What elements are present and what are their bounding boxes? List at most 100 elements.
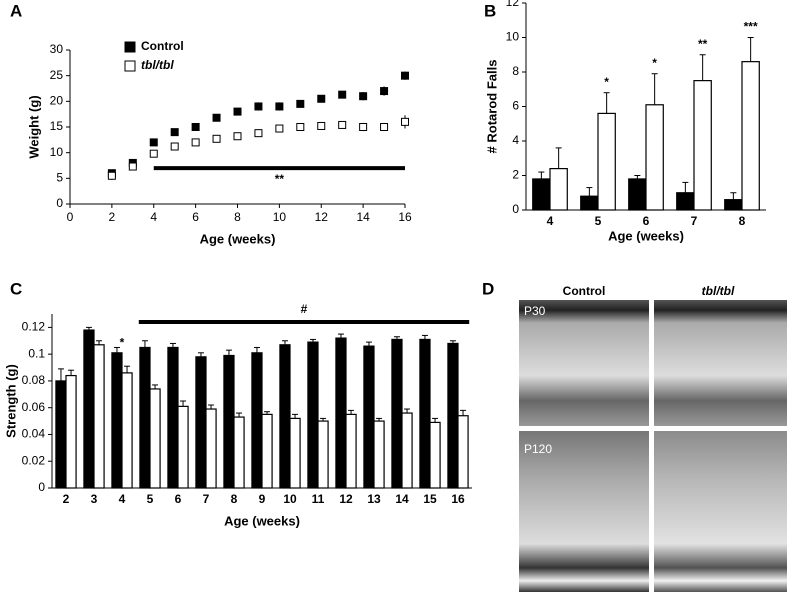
bar <box>317 420 329 489</box>
x-tick-label: 4 <box>150 210 157 224</box>
bar <box>391 338 403 489</box>
point <box>338 120 347 129</box>
x-tick-label: 2 <box>109 210 116 224</box>
bar <box>363 345 375 489</box>
significance-marker: * <box>604 75 609 89</box>
point <box>275 102 284 111</box>
point <box>296 123 305 131</box>
point <box>233 132 242 141</box>
point <box>401 71 409 80</box>
significance-marker: * <box>652 56 657 70</box>
y-tick-label: 0 <box>38 480 45 494</box>
bar <box>223 354 235 489</box>
y-tick-label: 8 <box>512 64 519 78</box>
column-label: Control <box>563 284 606 298</box>
x-tick-label: 11 <box>312 492 325 506</box>
y-tick-label: 0.02 <box>22 453 46 467</box>
point <box>233 107 242 116</box>
x-tick-label: 4 <box>547 214 554 228</box>
y-tick-label: 15 <box>50 119 64 133</box>
point <box>128 162 137 171</box>
y-tick-label: 25 <box>50 68 64 82</box>
point <box>254 102 263 111</box>
point <box>296 99 305 108</box>
bar <box>65 374 77 489</box>
significance-marker: * <box>120 336 125 350</box>
bar <box>177 405 189 489</box>
bar <box>167 346 179 489</box>
bar <box>233 416 245 489</box>
y-tick-label: 12 <box>506 0 520 9</box>
significance-marker: ** <box>275 172 285 186</box>
point <box>170 128 179 137</box>
point <box>359 92 368 101</box>
point <box>317 94 326 103</box>
y-tick-label: 5 <box>56 171 63 185</box>
x-tick-label: 14 <box>395 492 409 506</box>
point <box>191 138 200 147</box>
panel-letter: D <box>482 279 494 298</box>
point <box>254 129 263 138</box>
point <box>359 123 368 131</box>
bar <box>429 421 441 489</box>
x-tick-label: 5 <box>147 492 154 506</box>
y-tick-label: 0.12 <box>22 320 46 334</box>
x-tick-label: 4 <box>119 492 126 506</box>
point <box>338 90 347 99</box>
panel-d: D Control tbl/tbl P30 P120 <box>482 279 787 592</box>
bar <box>628 178 647 211</box>
significance-marker: ** <box>698 37 708 51</box>
bar <box>724 199 743 211</box>
bar <box>676 192 695 211</box>
legend-label: tbl/tbl <box>141 58 174 72</box>
y-tick-label: 10 <box>506 30 520 44</box>
point <box>401 117 409 126</box>
x-tick-label: 0 <box>67 210 74 224</box>
legend-label: Control <box>141 39 184 53</box>
bar <box>279 344 291 489</box>
x-tick-label: 8 <box>739 214 746 228</box>
point <box>380 123 389 131</box>
micrograph <box>519 300 649 426</box>
point <box>212 113 221 122</box>
y-tick-label: 6 <box>512 99 519 113</box>
legend-swatch <box>124 41 136 53</box>
x-tick-label: 6 <box>192 210 199 224</box>
y-tick-label: 0.06 <box>22 400 46 414</box>
x-tick-label: 6 <box>175 492 182 506</box>
bar <box>447 342 459 489</box>
y-axis-title: # Rotarod Falls <box>484 60 499 154</box>
panel-letter: B <box>484 1 496 20</box>
panel-letter: C <box>10 279 22 298</box>
bar <box>335 337 347 489</box>
x-tick-label: 16 <box>451 492 465 506</box>
bar <box>111 352 123 489</box>
x-axis-title: Age (weeks) <box>200 231 276 246</box>
row-label: P30 <box>524 304 546 318</box>
bar <box>345 413 357 489</box>
y-axis-title: Weight (g) <box>26 95 41 158</box>
bar <box>121 372 133 489</box>
micrograph <box>654 431 787 592</box>
point <box>149 138 158 147</box>
y-tick-label: 0.08 <box>22 373 46 387</box>
micrograph <box>654 300 787 426</box>
y-tick-label: 10 <box>50 145 64 159</box>
significance-marker: # <box>301 302 308 316</box>
bar <box>419 338 431 489</box>
y-tick-label: 30 <box>50 42 64 56</box>
x-tick-label: 3 <box>91 492 98 506</box>
y-tick-label: 0 <box>56 196 63 210</box>
bar <box>597 112 616 211</box>
bar <box>251 352 263 489</box>
significance-marker: *** <box>744 20 758 34</box>
bar <box>693 80 712 211</box>
point <box>317 121 326 130</box>
bar <box>195 356 207 489</box>
bar <box>741 61 760 211</box>
y-tick-label: 0.1 <box>28 346 45 360</box>
x-tick-label: 10 <box>283 492 297 506</box>
x-tick-label: 6 <box>643 214 650 228</box>
x-axis-title: Age (weeks) <box>224 513 300 528</box>
x-tick-label: 16 <box>398 210 412 224</box>
